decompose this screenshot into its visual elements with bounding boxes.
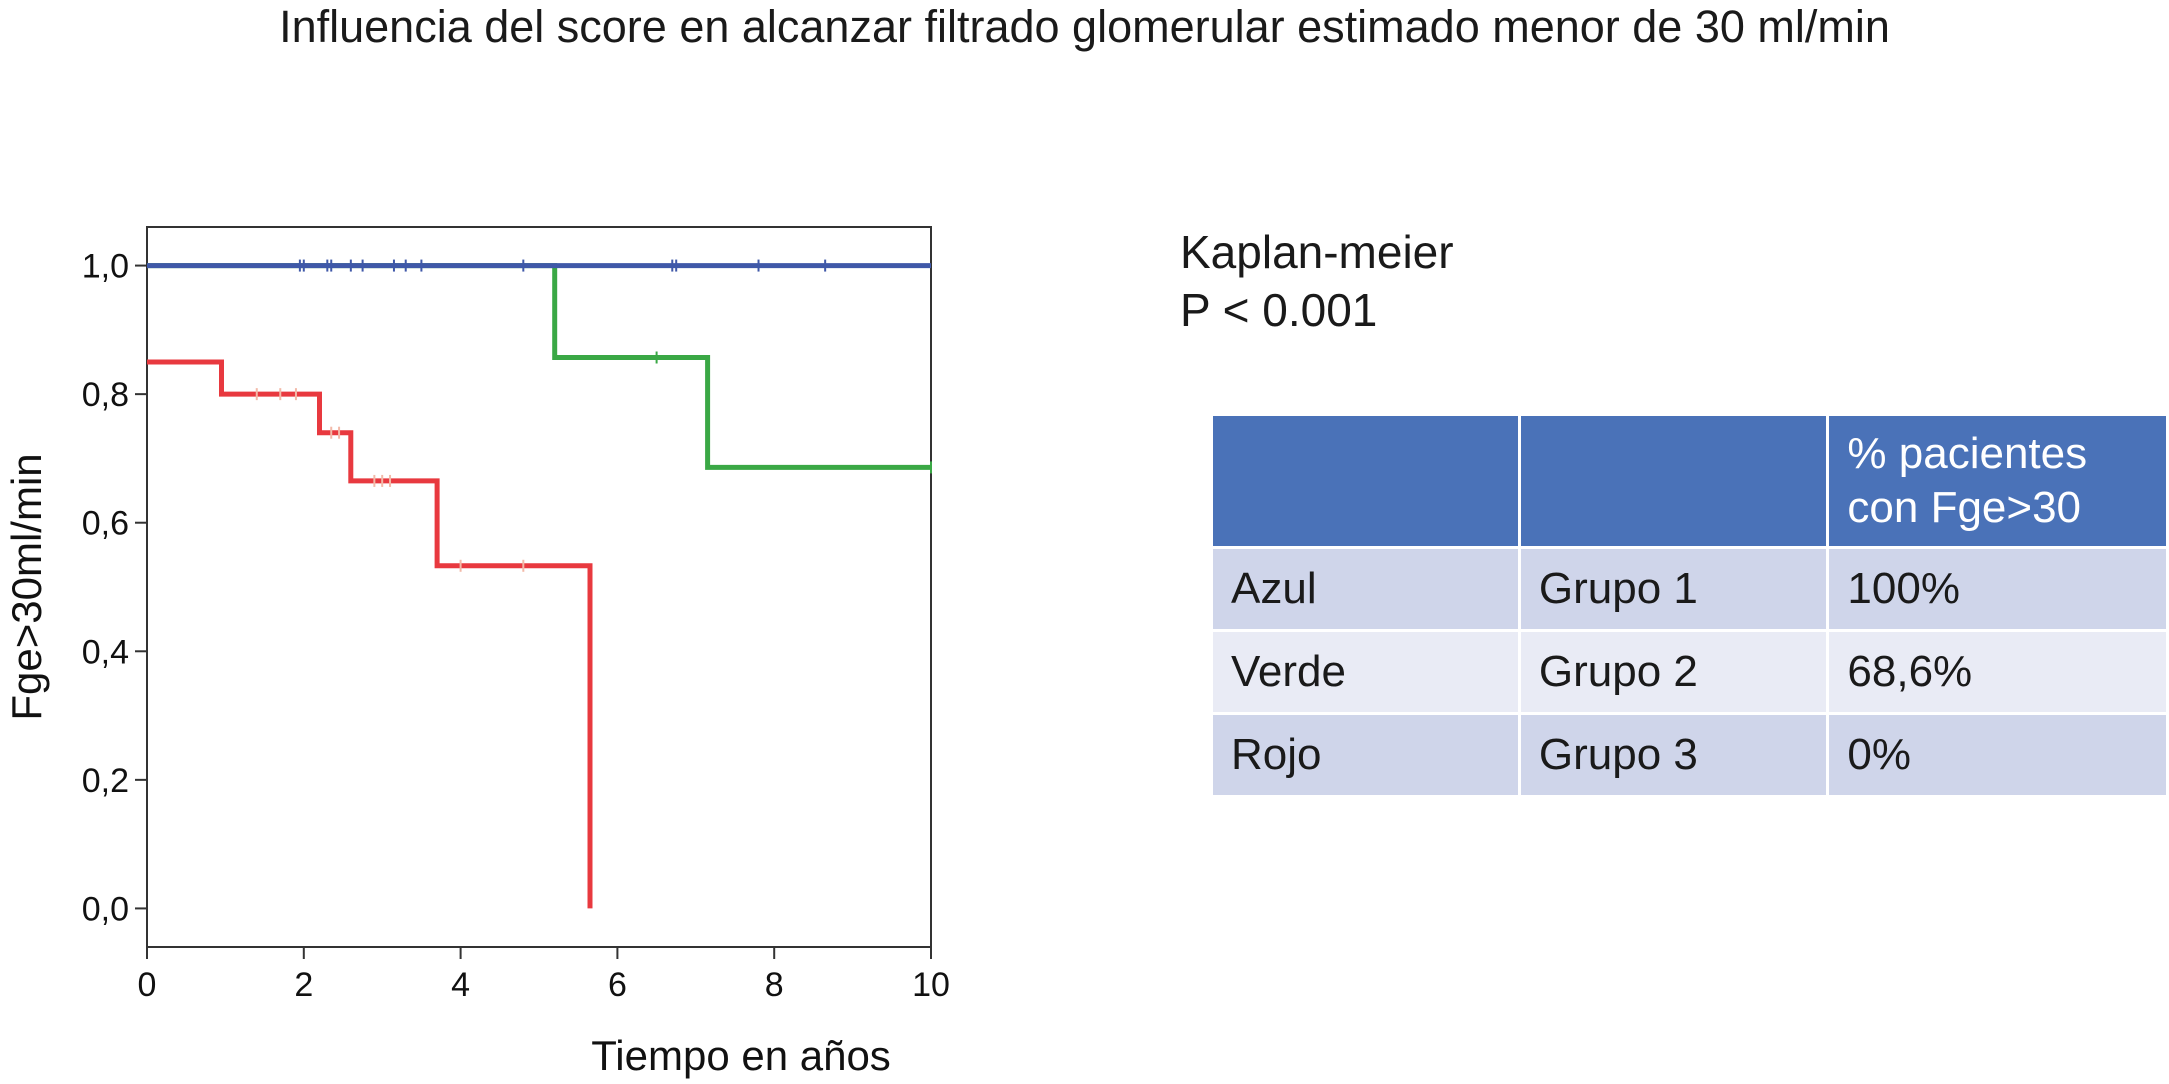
color-cell: Azul [1210, 546, 1521, 632]
stats-block: Kaplan-meier P < 0.001 [1180, 223, 1454, 339]
table-row: Verde Grupo 2 68,6% [1210, 629, 2169, 715]
page-title: Influencia del score en alcanzar filtrad… [279, 1, 1890, 52]
group-cell: Grupo 3 [1517, 712, 1830, 798]
x-tick-label: 10 [912, 966, 950, 1004]
y-axis-title: Fge>30ml/min [3, 453, 50, 720]
y-tick-label: 0,2 [82, 762, 129, 800]
x-tick-label: 0 [138, 966, 157, 1004]
x-tick-label: 6 [608, 966, 627, 1004]
x-tick-label: 4 [451, 966, 470, 1004]
table-header-row: % pacientes con Fge>30 [1210, 413, 2169, 549]
y-tick-label: 1,0 [82, 248, 129, 286]
plot-frame [146, 226, 932, 948]
table-header-cell [1517, 413, 1830, 549]
series-line-verde [147, 263, 931, 470]
y-tick-label: 0,6 [82, 505, 129, 543]
kaplan-meier-chart: 0,0 0,2 0,4 0,6 0,8 1,0 0 2 4 6 8 10 Tiempo en años F… [0, 150, 1000, 1084]
table-header-cell: % pacientes con Fge>30 [1826, 413, 2169, 549]
table-row: Rojo Grupo 3 0% [1210, 712, 2169, 798]
method-label: Kaplan-meier [1180, 226, 1454, 278]
chart-svg: 0,0 0,2 0,4 0,6 0,8 1,0 0 2 4 6 8 10 Tiempo en años F… [3, 226, 950, 1079]
y-tick-label: 0,0 [82, 890, 129, 928]
pct-cell: 100% [1826, 546, 2169, 632]
x-tick-label: 8 [765, 966, 784, 1004]
pct-cell: 68,6% [1826, 629, 2169, 715]
color-cell: Verde [1210, 629, 1521, 715]
color-cell: Rojo [1210, 712, 1521, 798]
group-cell: Grupo 2 [1517, 629, 1830, 715]
pct-cell: 0% [1826, 712, 2169, 798]
summary-table: % pacientes con Fge>30 Azul Grupo 1 100%… [1210, 413, 2169, 798]
table-header-cell [1210, 413, 1521, 549]
y-tick-label: 0,4 [82, 633, 129, 671]
p-value-label: P < 0.001 [1180, 284, 1378, 336]
series-line-rojo [147, 359, 593, 909]
x-axis-title: Tiempo en años [591, 1032, 891, 1079]
group-cell: Grupo 1 [1517, 546, 1830, 632]
table-row: Azul Grupo 1 100% [1210, 546, 2169, 632]
y-tick-label: 0,8 [82, 376, 129, 414]
x-tick-label: 2 [294, 966, 313, 1004]
